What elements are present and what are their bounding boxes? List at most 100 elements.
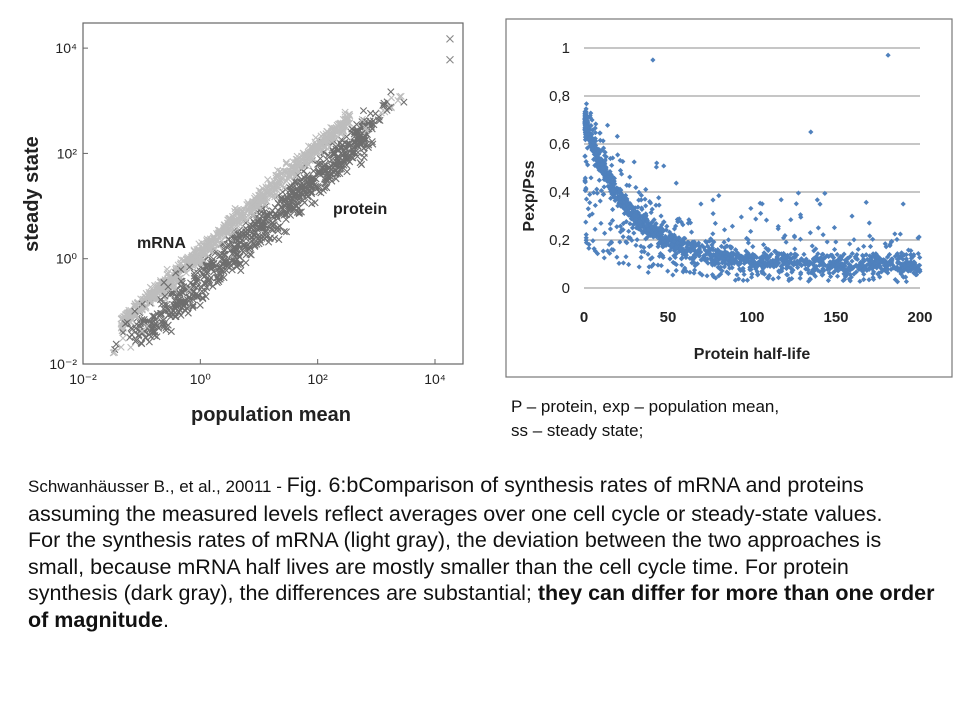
left-axis-ticks: 10⁻²10⁻² 10⁰ 10⁰ 10² 10² 10⁴ 10⁴	[49, 40, 445, 387]
right-axis-ticks: 0 0,2 0,4 0,6 0,8 1 0 50 100 150 200	[549, 40, 932, 326]
left-data-point	[305, 152, 313, 160]
left-data-point	[300, 198, 309, 207]
right-data-point	[594, 251, 601, 257]
left-data-point	[353, 136, 361, 144]
left-y-tick-label: 10⁻²	[49, 356, 77, 372]
right-data-point	[730, 256, 736, 262]
right-data-point	[583, 159, 589, 165]
right-data-point	[908, 248, 914, 254]
right-data-point	[788, 265, 794, 271]
right-data-point	[898, 250, 905, 256]
right-data-point	[797, 275, 803, 281]
right-data-point	[684, 242, 691, 248]
left-data-point	[339, 151, 347, 159]
right-data-point	[729, 223, 736, 229]
right-data-point	[589, 135, 595, 141]
right-data-point	[610, 187, 616, 193]
right-data-point	[854, 252, 860, 258]
right-data-point	[678, 238, 684, 244]
left-data-point	[317, 160, 326, 168]
left-data-point	[195, 240, 203, 248]
right-scatter-chart: 0 0,2 0,4 0,6 0,8 1 0 50 100 150 200 Protein half-…	[505, 18, 953, 378]
right-data-point	[832, 268, 838, 274]
left-data-point	[334, 170, 342, 178]
left-x-tick-label: 10⁰	[190, 371, 212, 387]
left-data-point	[258, 234, 266, 242]
right-data-point	[647, 199, 653, 205]
right-y-tick-label: 0,4	[549, 184, 570, 201]
left-data-point	[322, 166, 330, 174]
right-data-point	[690, 254, 696, 260]
right-data-point	[847, 278, 853, 284]
left-data-point	[232, 216, 240, 224]
right-data-point	[903, 256, 910, 262]
left-data-point	[336, 160, 344, 168]
right-data-point	[818, 255, 824, 261]
right-data-point	[884, 264, 890, 270]
left-data-point	[179, 298, 187, 306]
right-data-point	[620, 158, 626, 165]
left-data-point	[175, 288, 183, 297]
right-data-point	[725, 237, 732, 243]
left-data-point	[134, 326, 142, 334]
left-data-point	[371, 110, 380, 118]
left-data-point	[119, 334, 127, 342]
right-data-point	[590, 141, 596, 147]
right-data-point	[671, 238, 677, 244]
right-data-point	[646, 264, 652, 270]
right-data-point	[798, 270, 804, 276]
right-data-point	[820, 267, 826, 274]
right-data-point	[887, 262, 893, 268]
right-data-point	[716, 193, 722, 199]
right-data-point	[748, 205, 754, 212]
left-data-point	[273, 182, 281, 190]
right-data-point	[861, 271, 867, 277]
right-data-point	[687, 248, 694, 254]
right-data-point	[753, 266, 759, 272]
left-data-point	[350, 130, 358, 138]
right-data-point	[609, 191, 615, 197]
right-data-point	[816, 262, 823, 268]
left-data-point	[177, 277, 185, 285]
right-data-point	[817, 201, 823, 207]
right-data-point	[819, 251, 825, 257]
right-data-point	[744, 277, 751, 283]
right-data-point	[588, 142, 594, 148]
left-data-point	[157, 296, 165, 304]
right-data-point	[864, 256, 870, 263]
right-data-point	[588, 110, 594, 116]
right-data-point	[792, 246, 798, 252]
right-data-point	[892, 266, 899, 272]
right-data-point	[674, 216, 680, 223]
right-chart-frame	[505, 18, 953, 378]
right-data-point	[825, 277, 831, 284]
right-data-point	[787, 259, 793, 265]
left-data-point	[178, 288, 186, 297]
left-data-point	[276, 167, 285, 175]
right-data-point	[592, 248, 598, 254]
left-data-point	[255, 197, 263, 205]
right-data-point	[900, 256, 906, 262]
left-data-point	[246, 250, 254, 258]
left-data-point	[145, 338, 153, 346]
left-data-point	[193, 248, 201, 256]
left-data-point	[249, 222, 257, 230]
right-data-point	[825, 262, 831, 269]
right-data-point	[876, 261, 882, 267]
right-data-point	[593, 121, 599, 127]
right-data-point	[824, 253, 830, 259]
right-data-point	[798, 261, 804, 267]
right-data-point	[728, 245, 734, 251]
left-data-point	[174, 296, 182, 304]
right-data-point	[708, 255, 714, 262]
left-data-point	[224, 227, 232, 235]
right-data-point	[627, 174, 633, 180]
left-data-point	[234, 250, 242, 258]
right-data-point	[807, 230, 813, 236]
right-data-point	[713, 275, 719, 281]
right-data-point	[900, 274, 906, 280]
right-data-point	[784, 272, 790, 278]
left-data-point	[127, 324, 135, 332]
right-data-point	[854, 263, 860, 269]
